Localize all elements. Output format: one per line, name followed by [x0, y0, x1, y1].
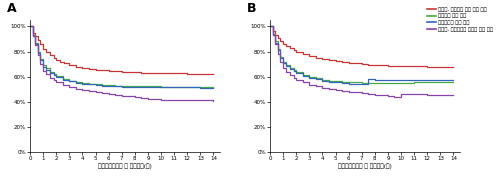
Text: B: B [247, 2, 256, 15]
Text: A: A [7, 2, 17, 15]
Legend: 우울증, 불안장애 둘다 없는 경우, 우울증만 있는 경우, 불안장애만 있는 경우, 우울증, 불안장애가 동시에 있을 경우: 우울증, 불안장애 둘다 없는 경우, 우울증만 있는 경우, 불안장애만 있는… [425, 4, 495, 34]
X-axis label: 조혈모세포이식 후 경과기간(년): 조혈모세포이식 후 경과기간(년) [98, 164, 152, 169]
X-axis label: 조혈모세포이식 후 경과기간(년): 조혈모세포이식 후 경과기간(년) [338, 164, 392, 169]
